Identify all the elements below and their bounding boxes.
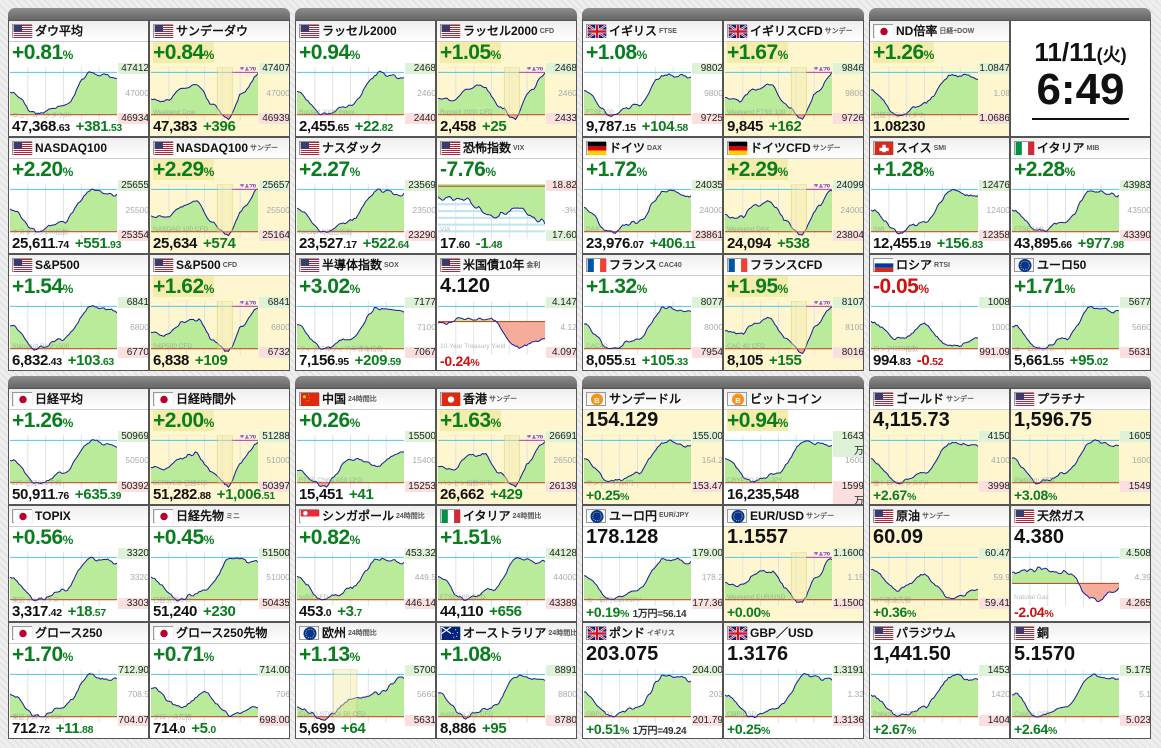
svg-text:+1%: +1%	[240, 67, 256, 72]
svg-text:+1%: +1%	[814, 184, 830, 189]
svg-text:+1%: +1%	[527, 67, 543, 72]
svg-text:+1%: +1%	[240, 301, 256, 306]
svg-text:B: B	[735, 395, 741, 404]
svg-text:B: B	[594, 395, 600, 404]
svg-text:+1%: +1%	[240, 435, 256, 440]
svg-text:+1%: +1%	[814, 301, 830, 306]
svg-text:+1%: +1%	[240, 184, 256, 189]
svg-text:+1%: +1%	[527, 435, 543, 440]
svg-text:+1%: +1%	[814, 67, 830, 72]
svg-text:+1%: +1%	[814, 552, 830, 557]
